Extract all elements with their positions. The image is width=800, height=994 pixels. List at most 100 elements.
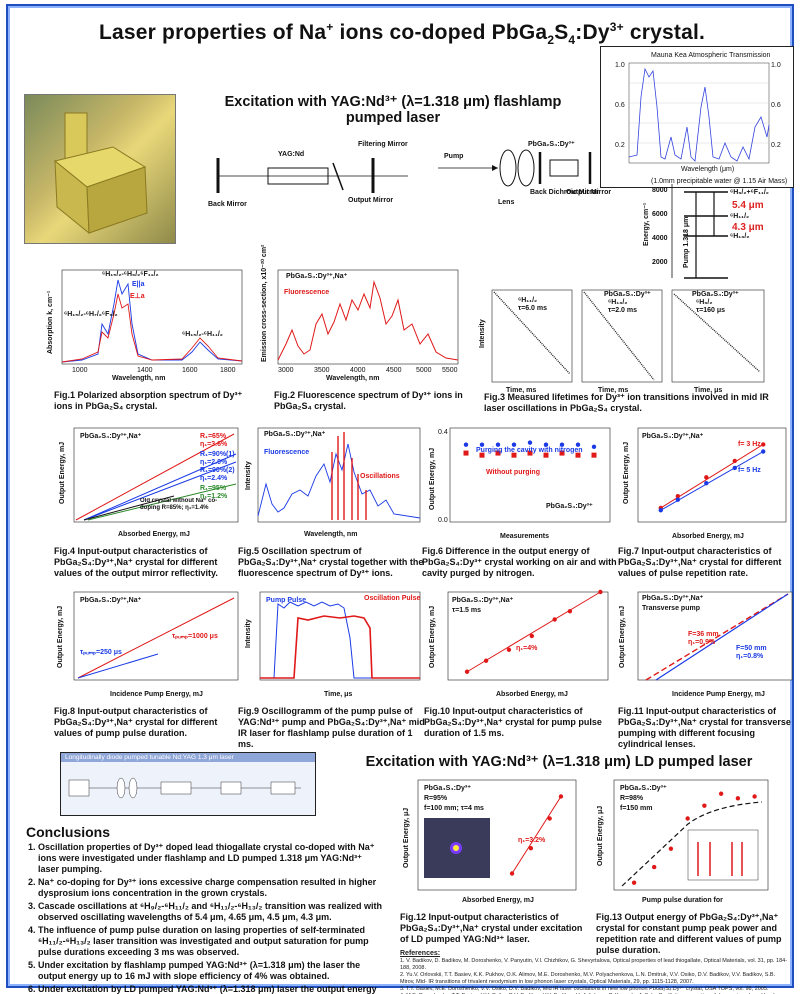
svg-text:2000: 2000 [652, 259, 668, 266]
svg-text:4500: 4500 [386, 367, 402, 374]
svg-text:R₁=90%(1): R₁=90%(1) [200, 451, 235, 458]
svg-text:5.4 μm: 5.4 μm [732, 200, 764, 211]
svg-text:F=50 mm: F=50 mm [736, 645, 767, 652]
fig3-lifetimes: ⁶H₁₁/₂ τ=6.0 ms Time, ms Intensity PbGa₂… [479, 289, 765, 394]
fig9-caption: Fig.9 Oscillogramm of the pump pulse of … [238, 706, 425, 749]
fig8-pulse-duration: PbGa₂S₄:Dy³⁺,Na⁺ τₚᵤₘₚ=1000 μs τₚᵤₘₚ=250… [57, 591, 239, 698]
data-point [558, 794, 564, 799]
svg-text:η₁=2.0%: η₁=2.0% [200, 459, 228, 466]
svg-text:PbGa₂S₄:Dy³⁺,Na⁺: PbGa₂S₄:Dy³⁺,Na⁺ [80, 433, 142, 440]
svg-text:PbGa₂S₄:Dy³⁺,Na⁺: PbGa₂S₄:Dy³⁺,Na⁺ [286, 273, 348, 280]
fig5-oscillation-spectrum: PbGa₂S₄:Dy³⁺,Na⁺ Fluorescence Oscillatio… [245, 427, 421, 538]
data-point [511, 442, 517, 447]
data-point [543, 452, 549, 458]
svg-text:R₁=65%: R₁=65% [200, 433, 227, 440]
svg-text:0.0: 0.0 [438, 517, 448, 524]
crystal-label: PbGa₂S₄:Dy³⁺ [528, 141, 575, 148]
data-point [479, 442, 485, 447]
svg-text:η₁=3.6%: η₁=3.6% [200, 441, 228, 448]
fig1-absorption: E||a E⊥a ⁶H₁₅/₂-⁶H₉/₂⁶F₁₁/₂ ⁶H₁₅/₂-⁶H₇/₂… [47, 269, 243, 382]
svg-text:τ=2.0 ms: τ=2.0 ms [608, 307, 637, 314]
svg-text:Without purging: Without purging [486, 469, 540, 476]
svg-text:⁶H₁₃/₂: ⁶H₁₃/₂ [608, 299, 627, 306]
svg-text:Transverse pump: Transverse pump [642, 605, 700, 612]
svg-text:Wavelength (μm): Wavelength (μm) [681, 166, 734, 173]
svg-text:R₁=95%: R₁=95% [200, 485, 227, 492]
svg-text:1.0: 1.0 [771, 62, 781, 69]
pump-label: Pump [444, 153, 463, 160]
data-point [552, 617, 557, 622]
fig1-caption: Fig.1 Polarized absorption spectrum of D… [54, 390, 243, 411]
svg-text:0.4: 0.4 [438, 429, 448, 436]
fig2-caption: Fig.2 Fluorescence spectrum of Dy³⁺ ions… [274, 390, 463, 411]
svg-text:1400: 1400 [137, 367, 153, 374]
svg-text:PbGa₂S₄:Dy³⁺: PbGa₂S₄:Dy³⁺ [620, 785, 667, 792]
fig7-caption: Fig.7 Input-output characteristics of Pb… [618, 546, 782, 578]
scheme-output-mirror-label: Output Mirror [566, 189, 611, 196]
data-point [464, 669, 470, 674]
fig6-purging: Purging the cavity with nitrogen Without… [429, 427, 611, 540]
data-point [752, 794, 757, 799]
conclusion-item: Na⁺ co-doping for Dy³⁺ ions excessive ch… [38, 877, 382, 899]
svg-text:Output Energy, mJ: Output Energy, mJ [429, 448, 436, 510]
svg-text:E⊥a: E⊥a [130, 292, 145, 300]
crystal-photo [24, 94, 176, 244]
svg-text:η₁=1.2%: η₁=1.2% [200, 493, 228, 500]
data-point [463, 442, 469, 447]
fig13-caption: Fig.13 Output energy of PbGa₂S₄:Dy³⁺,Na⁺… [596, 912, 782, 955]
svg-text:τ=6.0 ms: τ=6.0 ms [518, 305, 547, 312]
poster: Laser properties of Na+ ions co-doped Pb… [6, 4, 794, 994]
svg-text:1800: 1800 [220, 367, 236, 374]
svg-text:⁶H₁₁/₂: ⁶H₁₁/₂ [518, 297, 537, 304]
svg-text:Measurements: Measurements [500, 533, 549, 540]
svg-text:Fluorescence: Fluorescence [264, 449, 309, 456]
svg-text:Mauna Kea Atmospheric Transmis: Mauna Kea Atmospheric Transmission [651, 52, 771, 59]
svg-text:0.6: 0.6 [771, 102, 781, 109]
svg-text:Wavelength, nm: Wavelength, nm [112, 375, 165, 382]
svg-text:Oscillation Pulse: Oscillation Pulse [364, 595, 421, 602]
poster-title: Laser properties of Na+ ions co-doped Pb… [98, 20, 706, 48]
svg-text:Pump pulse duration for: Pump pulse duration for [642, 897, 723, 904]
data-point [685, 816, 690, 821]
svg-text:R₁=90%(2): R₁=90%(2) [200, 467, 235, 474]
svg-text:τₚᵤₘₚ=1000 μs: τₚᵤₘₚ=1000 μs [172, 633, 218, 640]
svg-text:PbGa₂S₄:Dy³⁺,Na⁺: PbGa₂S₄:Dy³⁺,Na⁺ [80, 597, 142, 604]
svg-text:PbGa₂S₄:Dy³⁺,Na⁺: PbGa₂S₄:Dy³⁺,Na⁺ [452, 597, 514, 604]
svg-text:6000: 6000 [652, 211, 668, 218]
data-point [527, 440, 533, 445]
svg-text:PbGa₂S₄:Dy³⁺,Na⁺: PbGa₂S₄:Dy³⁺,Na⁺ [642, 595, 704, 602]
data-point [631, 880, 637, 885]
fig8-caption: Fig.8 Input-output characteristics of Pb… [54, 706, 218, 738]
fig9-oscillogram: Pump Pulse Oscillation Pulse Time, μs In… [245, 591, 421, 698]
fig10-input-output: PbGa₂S₄:Dy³⁺,Na⁺ τ=1.5 ms η₁=4% Absorbed… [429, 589, 609, 698]
svg-text:Incidence Pump Energy, mJ: Incidence Pump Energy, mJ [110, 691, 203, 698]
svg-text:Output Energy, mJ: Output Energy, mJ [429, 606, 436, 668]
svg-text:Fluorescence: Fluorescence [284, 289, 329, 296]
output-mirror-label: Output Mirror [348, 197, 393, 204]
svg-text:R=95%: R=95% [424, 795, 448, 802]
svg-text:3500: 3500 [314, 367, 330, 374]
data-point [528, 846, 534, 851]
conclusion-item: Cascade oscillations at ⁶H₉/₂-⁶H₁₁/₂ and… [38, 901, 382, 923]
data-point [509, 871, 515, 876]
data-point [718, 791, 724, 796]
svg-text:Wavelength, nm: Wavelength, nm [304, 531, 357, 538]
yag-label: YAG:Nd [278, 151, 304, 158]
back-dichroic-label: Back Dichroic Mirror [530, 189, 599, 196]
svg-text:0.2: 0.2 [771, 142, 781, 149]
data-point [704, 475, 709, 480]
svg-text:E||a: E||a [132, 281, 145, 288]
svg-text:η₁=0.8%: η₁=0.8% [736, 653, 764, 660]
section1-heading: Excitation with YAG:Nd³⁺ (λ=1.318 μm) fl… [224, 94, 562, 126]
conclusion-item: Oscillation properties of Dy³⁺ doped lea… [38, 842, 382, 875]
svg-text:Absorbed Energy, mJ: Absorbed Energy, mJ [118, 531, 190, 538]
filtering-mirror-label: Filtering Mirror [358, 141, 408, 148]
fig2-fluorescence: PbGa₂S₄:Dy³⁺,Na⁺ Fluorescence Wavelength… [260, 244, 459, 382]
svg-text:0.2: 0.2 [615, 142, 625, 149]
svg-text:PbGa₂S₄:Dy³⁺,Na⁺: PbGa₂S₄:Dy³⁺,Na⁺ [642, 433, 704, 440]
data-point [668, 846, 674, 851]
data-point [704, 481, 709, 486]
svg-text:Output Energy, mJ: Output Energy, mJ [57, 606, 64, 668]
svg-text:PbGa₂S₄:Dy³⁺: PbGa₂S₄:Dy³⁺ [692, 291, 739, 298]
data-point [495, 442, 501, 447]
